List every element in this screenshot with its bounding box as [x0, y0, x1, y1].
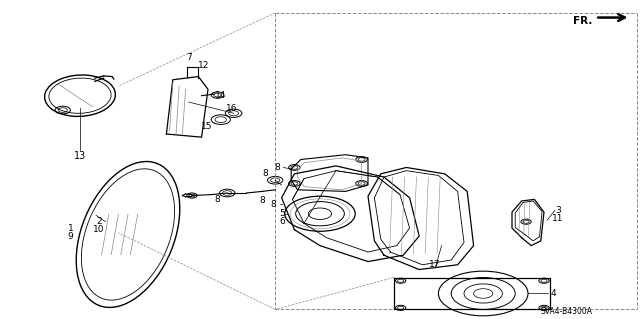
- Text: 16: 16: [226, 104, 237, 113]
- Text: 12: 12: [198, 61, 209, 70]
- Text: 8: 8: [215, 195, 220, 204]
- Text: 13: 13: [74, 151, 86, 161]
- Text: 8: 8: [260, 196, 265, 205]
- Text: FR.: FR.: [573, 16, 592, 26]
- Text: 4: 4: [550, 289, 556, 298]
- Text: 8: 8: [271, 200, 276, 209]
- Text: 6: 6: [279, 217, 285, 226]
- Text: 2: 2: [97, 217, 102, 226]
- Text: SVA4-B4300A: SVA4-B4300A: [540, 307, 593, 315]
- Text: 14: 14: [215, 91, 227, 100]
- Text: 3: 3: [556, 206, 561, 215]
- Text: 9: 9: [68, 232, 74, 241]
- Text: 5: 5: [279, 209, 285, 218]
- Text: 10: 10: [93, 225, 105, 234]
- Text: 15: 15: [201, 122, 212, 130]
- Text: 8: 8: [263, 169, 268, 178]
- Text: 17: 17: [429, 260, 441, 269]
- Text: 7: 7: [186, 53, 191, 62]
- Text: 11: 11: [552, 214, 564, 223]
- Text: 1: 1: [68, 224, 74, 233]
- Text: 8: 8: [275, 163, 280, 172]
